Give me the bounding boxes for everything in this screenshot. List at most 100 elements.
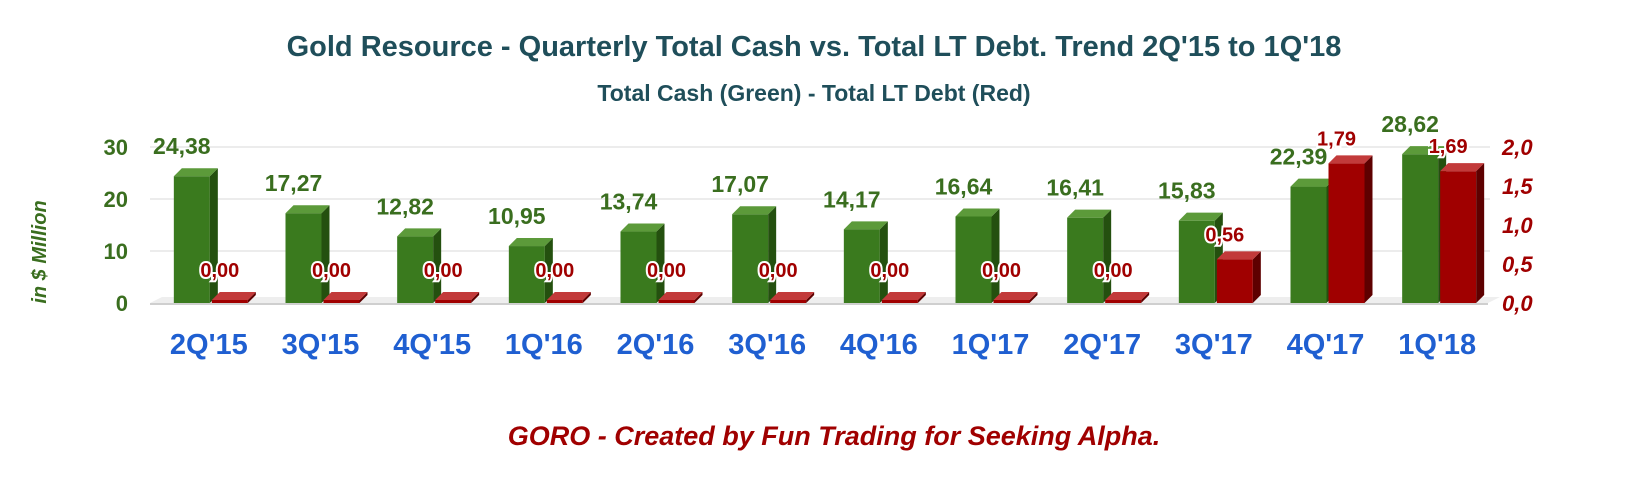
debt-bar [1105,292,1150,303]
gridlines [150,146,1490,252]
cash-data-label: 17,27 [265,170,323,196]
left-tick-label: 0 [116,291,128,316]
cash-bar-front [285,213,322,303]
cash-bar-side [209,168,218,303]
debt-bar-top [1440,163,1485,172]
debt-bar-side [471,292,480,303]
cash-bar [285,205,330,303]
debt-bar-front [770,300,807,303]
cash-data-label: 15,83 [1158,178,1216,204]
category-label: 1Q'17 [952,329,1030,361]
cash-data-label: 17,07 [711,171,769,197]
debt-data-label: 0,00 [535,260,574,282]
debt-bar-front [658,300,695,303]
cash-bar [732,206,777,303]
debt-bar-front [881,300,918,303]
debt-bar-side [359,292,368,303]
debt-bar-top [881,292,926,300]
debt-data-label: 0,00 [312,260,351,282]
bars [173,146,1485,303]
debt-bar-top [323,292,368,300]
debt-bar [435,292,480,303]
debt-data-label: 0,00 [647,260,686,282]
debt-bar [1216,251,1261,303]
debt-bar-side [582,292,591,303]
cash-bar-front [732,214,769,303]
cash-data-label: 22,39 [1270,144,1328,170]
debt-bar-top [770,292,815,300]
debt-bar-side [1476,163,1485,303]
category-label: 3Q'16 [728,329,806,361]
debt-data-label: 0,00 [424,260,463,282]
cash-bar-side [1103,209,1112,303]
category-label: 4Q'15 [393,329,471,361]
cash-bar-front [1178,220,1215,303]
cash-bar-side [656,223,665,303]
debt-bar-top [1328,155,1373,164]
debt-bar-top [435,292,480,300]
cash-data-label: 10,95 [488,203,546,229]
data-labels: 24,38 0,00 17,27 0,00 12,82 0,00 10,95 0,00 13,7… [153,111,1470,284]
debt-bar-front [323,300,360,303]
chart-title: Gold Resource - Quarterly Total Cash vs.… [287,31,1342,63]
debt-bar-front [211,300,248,303]
debt-bar-side [1252,251,1261,303]
cash-bar [397,228,442,303]
debt-data-label: 0,00 [870,260,909,282]
debt-bar [770,292,815,303]
category-labels: 2Q'15 3Q'15 4Q'15 1Q'16 2Q'16 3Q'16 4Q'16 1Q'17… [170,329,1476,361]
debt-bar [658,292,703,303]
cash-bar-front [1402,154,1439,303]
debt-data-label: 0,00 [759,260,798,282]
debt-bar-side [1364,155,1373,303]
debt-data-label: 1,69 [1429,136,1468,158]
cash-bar-top [620,223,665,232]
debt-bar-front [1216,259,1253,303]
debt-bar [993,292,1038,303]
cash-bar [508,238,553,303]
chart-footer: GORO - Created by Fun Trading for Seekin… [508,421,1161,451]
cash-bar-front [843,229,880,303]
right-tick-label: 2,0 [1501,135,1533,160]
y-axis-label: in $ Million [29,200,51,303]
cash-bar-top [397,228,442,237]
category-label: 3Q'17 [1175,329,1253,361]
cash-bar-side [433,228,442,303]
cash-bar [1290,178,1335,303]
right-tick-label: 1,0 [1502,213,1533,238]
debt-bar-top [658,292,703,300]
left-axis-ticks: 0 10 20 30 [104,135,128,316]
cash-bar [955,208,1000,303]
floor-top [150,297,1500,303]
category-label: 2Q'17 [1063,329,1141,361]
category-label: 4Q'16 [840,329,918,361]
debt-bar [1440,163,1485,303]
debt-bar-top [211,292,256,300]
debt-bar [323,292,368,303]
cash-bar-top [732,206,777,215]
cash-bar-top [1067,209,1112,218]
debt-bar-top [993,292,1038,300]
debt-bar [1328,155,1373,303]
cash-data-label: 14,17 [823,186,881,212]
category-label: 2Q'15 [170,329,248,361]
debt-bar-top [1216,251,1261,260]
debt-data-label: 0,56 [1205,224,1244,246]
right-axis-ticks: 0,0 0,5 1,0 1,5 2,0 [1501,135,1533,316]
cash-data-label: 16,41 [1046,175,1104,201]
cash-bar-top [1178,212,1223,221]
category-label: 1Q'18 [1398,329,1476,361]
category-label: 4Q'17 [1287,329,1365,361]
cash-bar [620,223,665,303]
debt-bar-top [546,292,591,300]
cash-bar [1067,209,1112,303]
debt-bar-front [1440,171,1477,303]
chart-subtitle: Total Cash (Green) - Total LT Debt (Red) [597,80,1030,106]
debt-bar-side [247,292,256,303]
cash-bar-front [508,246,545,303]
debt-bar-front [546,300,583,303]
cash-bar-side [991,208,1000,303]
debt-data-label: 0,00 [982,260,1021,282]
